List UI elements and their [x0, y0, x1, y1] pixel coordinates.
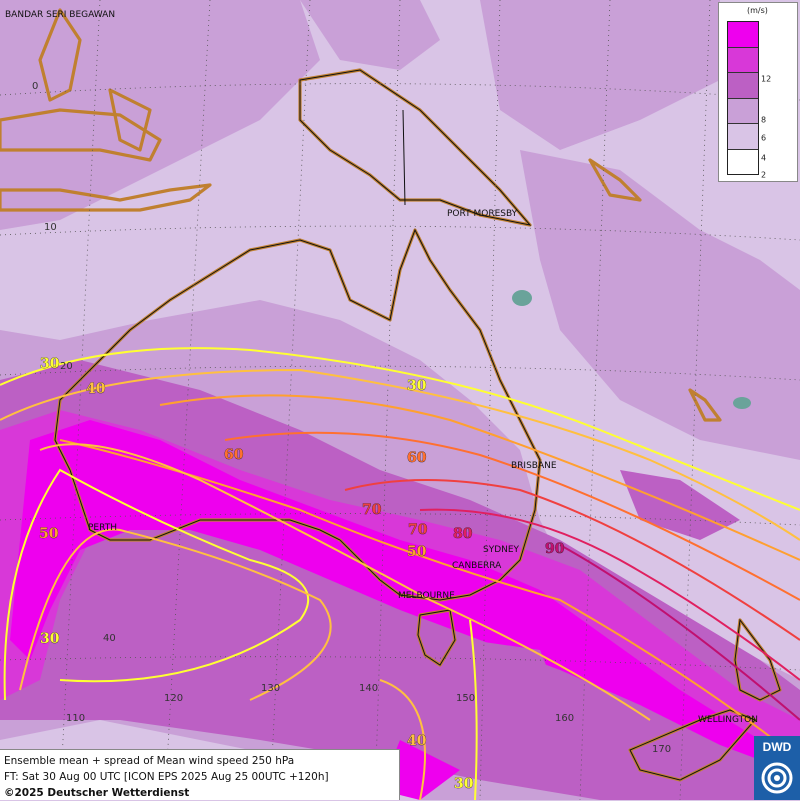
isotach-40-north	[0, 368, 800, 541]
isotach-label: 80	[453, 526, 473, 542]
legend-swatch	[728, 47, 758, 73]
isotach-label: 30	[454, 776, 474, 792]
isotach-label: 60	[407, 450, 427, 466]
lat-label: 40	[103, 633, 116, 644]
color-legend: (m/s) 12 8 6 4 2	[718, 2, 798, 182]
city-label-melbourne: MELBOURNE	[398, 591, 455, 601]
dwd-swirl-icon	[761, 762, 793, 794]
legend-swatch	[728, 22, 758, 48]
legend-tick: 4	[761, 153, 767, 163]
city-label-port-moresby: PORT MORESBY	[447, 209, 518, 219]
isotach-label: 50	[407, 544, 427, 560]
grid-labels: 0 10 20 40 110 120 130 140 150 160 170	[32, 81, 671, 755]
isotachs	[0, 347, 800, 800]
legend-swatch	[728, 98, 758, 124]
lon-label: 120	[164, 693, 183, 704]
isotach-80	[419, 508, 800, 681]
isotach-labels: 30 40 30 60 60 70 70 80 90 50 50 30 40 3…	[39, 356, 565, 793]
lat-label: 10	[44, 222, 57, 233]
legend-swatch	[728, 149, 758, 174]
dwd-logo: DWD	[754, 736, 800, 800]
info-box: Ensemble mean + spread of Mean wind spee…	[0, 749, 400, 800]
isotach-50-north	[159, 394, 800, 561]
info-title: Ensemble mean + spread of Mean wind spee…	[4, 755, 295, 767]
lon-label: 150	[456, 693, 475, 704]
isotach-60	[224, 431, 800, 601]
lon-label: 130	[261, 683, 280, 694]
isotach-30-east	[469, 619, 478, 800]
isotach-50-south	[19, 528, 332, 701]
city-labels: BANDAR SERI BEGAWAN PORT MORESBY BRISBAN…	[5, 10, 758, 725]
isotach-label: 30	[407, 378, 427, 394]
coastline-inner	[54, 69, 781, 781]
city-label-perth: PERTH	[88, 523, 117, 533]
city-label-sydney: SYDNEY	[483, 545, 520, 555]
legend-swatch	[728, 124, 758, 150]
isotach-50-inner	[59, 439, 800, 761]
city-label-canberra: CANBERRA	[452, 561, 502, 571]
isotach-label: 90	[545, 541, 565, 557]
isotach-label: 70	[408, 522, 428, 538]
legend-tick: 2	[761, 170, 767, 180]
legend-tick: 8	[761, 115, 767, 125]
legend-colorbar	[727, 21, 759, 175]
info-forecast-time: FT: Sat 30 Aug 00 UTC [ICON EPS 2025 Aug…	[4, 771, 329, 783]
legend-swatch	[728, 73, 758, 99]
info-copyright: ©2025 Deutscher Wetterdienst	[4, 787, 190, 799]
city-label-wellington: WELLINGTON	[698, 715, 758, 725]
lon-label: 110	[66, 713, 85, 724]
city-label-bandar-seri-begawan: BANDAR SERI BEGAWAN	[5, 10, 115, 20]
isotach-label: 70	[362, 502, 382, 518]
isotach-label: 60	[224, 447, 244, 463]
lat-label: 20	[60, 361, 73, 372]
isotach-40-east	[379, 679, 426, 800]
isotach-40-inner	[39, 443, 651, 721]
lon-label: 140	[359, 683, 378, 694]
lakes	[512, 290, 751, 409]
isotach-30-south	[3, 468, 310, 701]
isotach-label: 40	[86, 381, 106, 397]
city-label-brisbane: BRISBANE	[511, 461, 557, 471]
legend-unit: (m/s)	[747, 6, 768, 15]
isotach-label: 50	[39, 526, 59, 542]
isotach-30-north	[0, 347, 800, 511]
isotach-90	[559, 544, 800, 721]
isotach-label: 30	[40, 356, 60, 372]
lat-label: 0	[32, 81, 38, 92]
isotach-70	[344, 479, 800, 641]
dwd-logo-text: DWD	[762, 740, 792, 754]
isotach-label: 40	[407, 733, 427, 749]
lon-label: 170	[652, 744, 671, 755]
isotach-label: 30	[40, 631, 60, 647]
lon-label: 160	[555, 713, 574, 724]
legend-tick: 6	[761, 133, 767, 143]
legend-tick: 12	[761, 74, 772, 84]
